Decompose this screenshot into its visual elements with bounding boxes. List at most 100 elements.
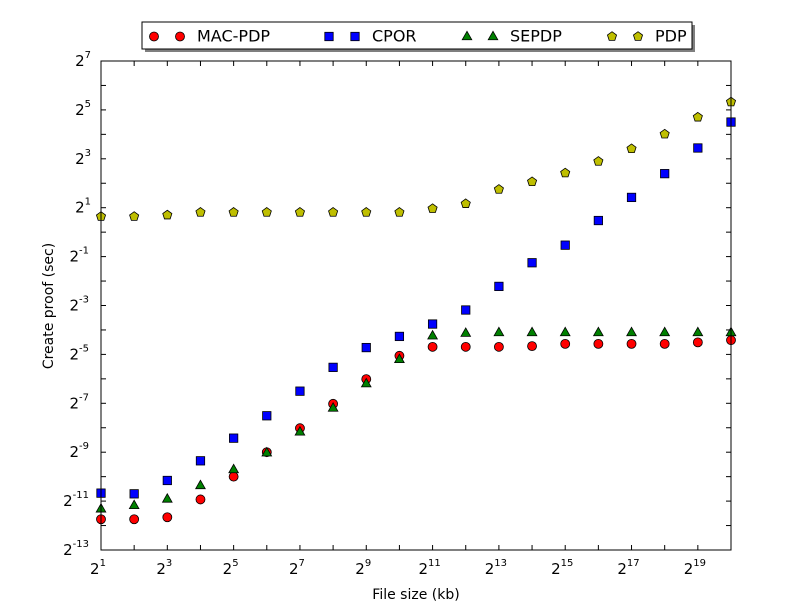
data-point <box>493 184 504 194</box>
data-point <box>659 128 670 139</box>
data-point <box>659 338 670 349</box>
x-tick-label-base: 2 <box>551 560 561 578</box>
y-tick-label-base: 2 <box>69 345 79 363</box>
y-tick-label: 25 <box>75 99 91 119</box>
data-point <box>162 512 173 523</box>
legend-box <box>141 21 693 50</box>
data-point <box>560 240 570 250</box>
legend-marker <box>350 31 360 42</box>
y-tick-label-base: 2 <box>75 52 85 70</box>
data-point <box>161 492 173 503</box>
y-tick-label-base: 2 <box>63 541 73 559</box>
data-point <box>527 258 537 268</box>
y-tick-label-exponent: -7 <box>79 392 89 403</box>
legend-label: SEPDP <box>510 27 562 46</box>
data-point <box>494 281 504 292</box>
data-point <box>427 329 439 340</box>
x-tick-label: 219 <box>684 558 706 578</box>
series-pdp <box>95 96 737 221</box>
legend-marker <box>149 31 159 42</box>
data-point <box>229 433 239 443</box>
y-tick-label-base: 2 <box>69 248 79 266</box>
y-tick-label: 27 <box>75 50 91 70</box>
data-point <box>294 207 305 217</box>
data-point <box>692 111 703 122</box>
x-tick-label-exponent: 15 <box>561 558 574 569</box>
data-point <box>626 338 637 349</box>
y-tick-label-base: 2 <box>69 394 79 412</box>
axes: 21 23 25 27 29 211 213 215 217 2192-132-112-92-72… <box>63 50 732 578</box>
x-tick-label: 27 <box>289 558 305 578</box>
y-tick-label: 2-3 <box>69 295 89 315</box>
legend-label: PDP <box>655 27 687 46</box>
data-point <box>262 411 272 421</box>
data-point <box>692 326 704 337</box>
data-point <box>693 143 703 153</box>
data-point <box>294 425 306 436</box>
data-point <box>328 362 338 372</box>
legend-item: CPOR <box>324 27 417 46</box>
data-point <box>692 337 703 348</box>
series-sepdp <box>95 326 737 513</box>
x-tick-label-base: 2 <box>684 560 694 578</box>
data-point <box>393 353 405 364</box>
data-point <box>195 456 206 466</box>
data-point <box>361 342 371 353</box>
y-tick-label: 2-1 <box>69 246 89 266</box>
y-tick-label-exponent: -13 <box>73 539 89 550</box>
data-point <box>659 326 671 337</box>
y-tick-label-exponent: -1 <box>79 246 89 257</box>
data-point <box>162 209 173 220</box>
x-tick-label: 217 <box>617 558 639 578</box>
x-tick-label: 21 <box>90 558 106 578</box>
data-point <box>527 176 538 187</box>
data-point <box>460 198 471 208</box>
y-tick-label-base: 2 <box>63 492 73 510</box>
data-point <box>427 319 438 329</box>
data-point <box>361 207 372 217</box>
x-tick-label-base: 2 <box>485 560 495 578</box>
x-tick-label-exponent: 13 <box>494 558 507 569</box>
data-point <box>394 331 405 342</box>
x-tick-label: 215 <box>551 558 573 578</box>
data-point <box>460 341 471 352</box>
x-tick-label: 211 <box>418 558 440 578</box>
legend-item: SEPDP <box>461 27 562 46</box>
x-tick-label-exponent: 1 <box>100 558 106 569</box>
legend-marker <box>487 30 499 41</box>
y-tick-label-exponent: -5 <box>79 343 89 354</box>
data-point <box>129 514 140 525</box>
data-point <box>360 377 372 388</box>
data-point <box>493 341 504 352</box>
series-cpor <box>96 117 736 499</box>
data-point <box>592 326 604 337</box>
legend-marker <box>632 31 644 41</box>
y-tick-label-exponent: -3 <box>79 295 89 306</box>
x-tick-label-base: 2 <box>289 560 299 578</box>
data-point <box>560 338 571 349</box>
y-tick-label: 2-11 <box>63 490 89 510</box>
x-tick-label-base: 2 <box>355 560 365 578</box>
y-tick-label-exponent: 5 <box>85 99 91 110</box>
x-tick-label-exponent: 19 <box>693 558 706 569</box>
data-point <box>527 341 537 352</box>
legend-marker <box>324 31 334 42</box>
x-tick-label-exponent: 17 <box>627 558 640 569</box>
data-point <box>195 207 206 217</box>
data-point <box>129 489 139 499</box>
legend-label: CPOR <box>372 27 417 46</box>
y-tick-label: 21 <box>75 197 91 217</box>
data-point <box>427 341 438 352</box>
legend-item: MAC-PDP <box>149 27 270 46</box>
data-point <box>461 305 471 315</box>
data-point <box>129 211 140 221</box>
x-tick-label-exponent: 7 <box>299 558 305 569</box>
data-point <box>228 463 240 474</box>
data-point <box>559 326 571 337</box>
y-axis-label: Create proof (sec) <box>41 243 57 369</box>
x-tick-label-base: 2 <box>617 560 627 578</box>
data-point <box>460 327 472 337</box>
legend-label: MAC-PDP <box>197 27 270 46</box>
y-tick-label: 2-13 <box>63 539 89 559</box>
data-point <box>526 326 538 337</box>
